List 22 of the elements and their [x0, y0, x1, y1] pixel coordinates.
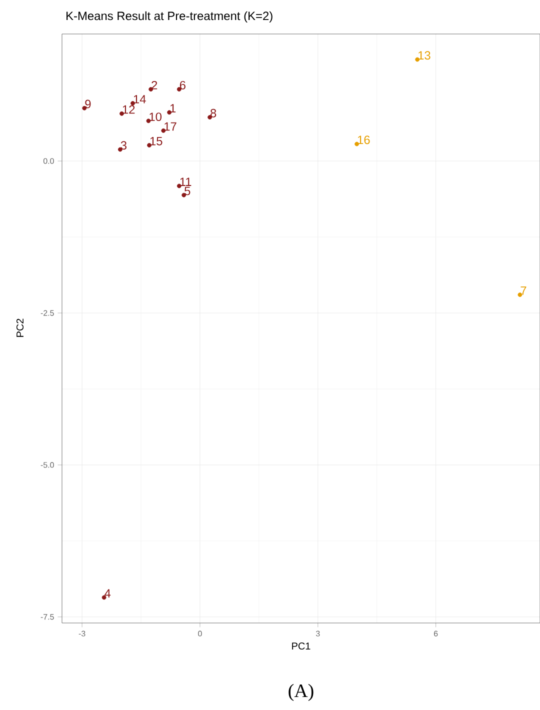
annotation: 11 [180, 178, 192, 186]
annotation: 14 [134, 95, 146, 104]
x-axis-title: PC1 [292, 642, 310, 650]
annotation: 16 [358, 136, 370, 144]
annotation: 3 [120, 141, 126, 150]
annotation: 13 [418, 51, 430, 60]
point [176, 184, 182, 188]
y-axis-title: PC2 [16, 318, 24, 337]
annotation: 1 [170, 104, 176, 112]
annotation: 9 [85, 100, 91, 108]
annotation: 6 [180, 80, 186, 90]
annotation: 2 [152, 80, 158, 90]
chart-title: K-Means Result at Pre-treatment (K=2) [66, 11, 272, 22]
annotation: 7 [520, 286, 526, 295]
annotation: 8 [210, 108, 216, 118]
annotation: 4 [104, 589, 111, 598]
annotation: 17 [164, 122, 176, 131]
annotation: 12 [122, 105, 135, 114]
annotation: 10 [150, 112, 162, 122]
text: (A) [288, 684, 314, 702]
annotation: 5 [184, 186, 190, 196]
annotation: 15 [150, 137, 162, 146]
